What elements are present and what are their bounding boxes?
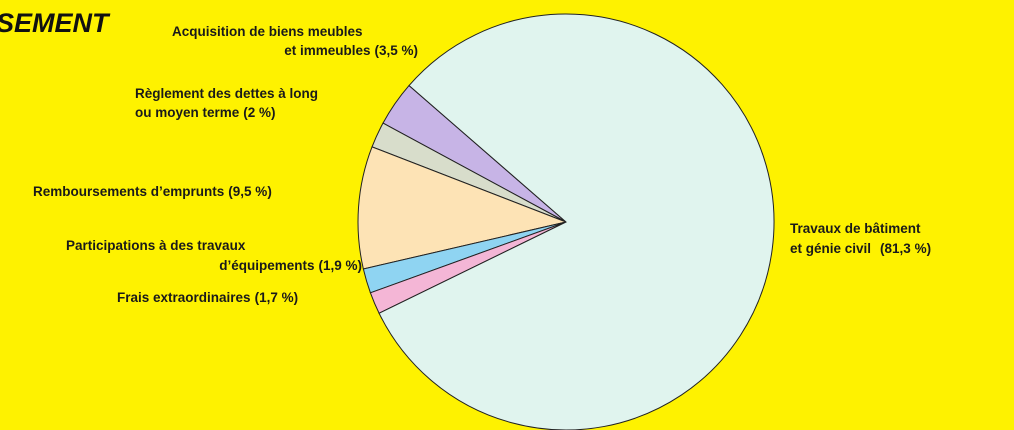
slice-value-label: (1,9 %)	[318, 258, 362, 273]
slice-label: et génie civil (81,3 %)	[790, 241, 931, 256]
slice-label: Règlement des dettes à long	[135, 86, 318, 101]
slice-value-label: (3,5 %)	[374, 43, 418, 58]
slice-label: d’équipements (1,9 %)	[219, 258, 362, 273]
slice-label: Travaux de bâtiment	[790, 221, 921, 236]
slice-label: Participations à des travaux	[66, 238, 246, 253]
slice-label: Remboursements d’emprunts (9,5 %)	[33, 184, 272, 199]
chart-title: SEMENT	[0, 8, 111, 38]
slice-label-line: ou moyen terme	[135, 105, 240, 120]
slice-label-line: Remboursements d’emprunts	[33, 184, 224, 199]
slice-value-label: (2 %)	[243, 105, 275, 120]
slice-label: ou moyen terme (2 %)	[135, 105, 276, 120]
slice-label-line: Règlement des dettes à long	[135, 86, 318, 101]
slice-label: Acquisition de biens meubles	[172, 24, 363, 39]
slice-label-line: Frais extraordinaires	[117, 290, 251, 305]
slice-label-line: Acquisition de biens meubles	[172, 24, 363, 39]
pie-slice	[378, 13, 775, 430]
slice-value-label: (81,3 %)	[880, 241, 931, 256]
pie-slice	[357, 146, 568, 270]
slice-label: et immeubles (3,5 %)	[284, 43, 418, 58]
slice-label-line: Travaux de bâtiment	[790, 221, 921, 236]
slice-label-line: d’équipements	[219, 258, 314, 273]
slice-value-label: (9,5 %)	[228, 184, 272, 199]
slice-value-label: (1,7 %)	[255, 290, 299, 305]
slice-label-line: et génie civil	[790, 241, 871, 256]
slice-label-line: Participations à des travaux	[66, 238, 246, 253]
slice-label-line: et immeubles	[284, 43, 370, 58]
slice-label: Frais extraordinaires (1,7 %)	[117, 290, 298, 305]
